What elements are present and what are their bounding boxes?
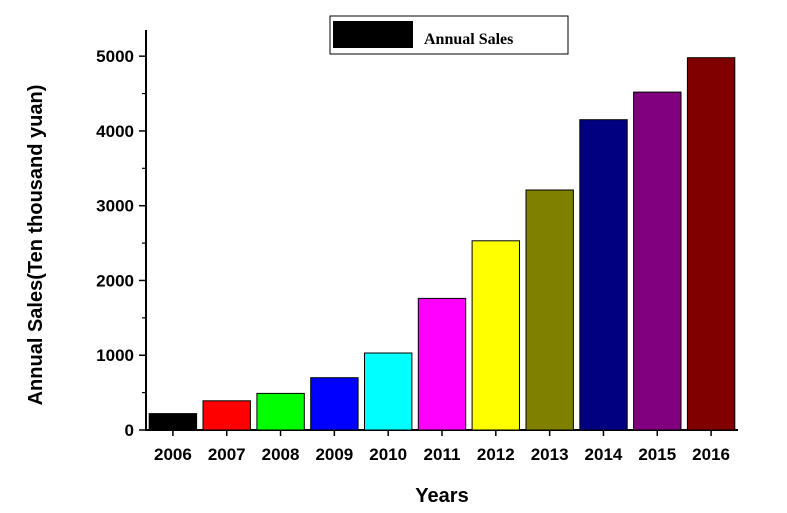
bar-2010 <box>364 352 413 431</box>
bar-2014 <box>579 119 628 431</box>
x-tick-label: 2015 <box>638 445 676 464</box>
legend: Annual Sales <box>329 15 569 55</box>
x-tick-label: 2012 <box>477 445 515 464</box>
bars <box>148 57 736 431</box>
x-tick-label: 2007 <box>208 445 246 464</box>
x-tick-label: 2008 <box>262 445 300 464</box>
x-axis-ticks: 2006 2007 2008 2009 2010 2011 2012 2013 2014 2015… <box>154 430 730 464</box>
bar-2011 <box>417 297 467 431</box>
bar-2009 <box>310 377 359 431</box>
y-tick-label: 4000 <box>96 122 134 141</box>
legend-swatch <box>333 21 413 48</box>
y-tick-label: 1000 <box>96 346 134 365</box>
x-tick-label: 2016 <box>692 445 730 464</box>
x-tick-label: 2013 <box>531 445 569 464</box>
y-tick-label: 3000 <box>96 197 134 216</box>
legend-label: Annual Sales <box>424 31 513 48</box>
bar-2015 <box>633 91 682 431</box>
y-axis-ticks: 0 1000 2000 3000 4000 5000 <box>96 47 146 440</box>
y-tick-label: 0 <box>125 421 134 440</box>
bar-2012 <box>471 240 521 431</box>
bar-2008 <box>256 392 305 431</box>
y-tick-label: 5000 <box>96 47 134 66</box>
bar-2016 <box>686 57 736 431</box>
bar-2007 <box>202 400 251 431</box>
y-tick-label: 2000 <box>96 271 134 290</box>
x-tick-label: 2009 <box>315 445 353 464</box>
x-tick-label: 2011 <box>424 445 461 464</box>
x-tick-label: 2014 <box>585 445 623 464</box>
x-axis-title: Years <box>415 485 468 507</box>
x-tick-label: 2010 <box>369 445 407 464</box>
bar-2006 <box>148 413 198 431</box>
y-axis-title: Annual Sales(Ten thousand yuan) <box>25 85 47 406</box>
bar-2013 <box>525 189 574 431</box>
x-tick-label: 2006 <box>154 445 192 464</box>
